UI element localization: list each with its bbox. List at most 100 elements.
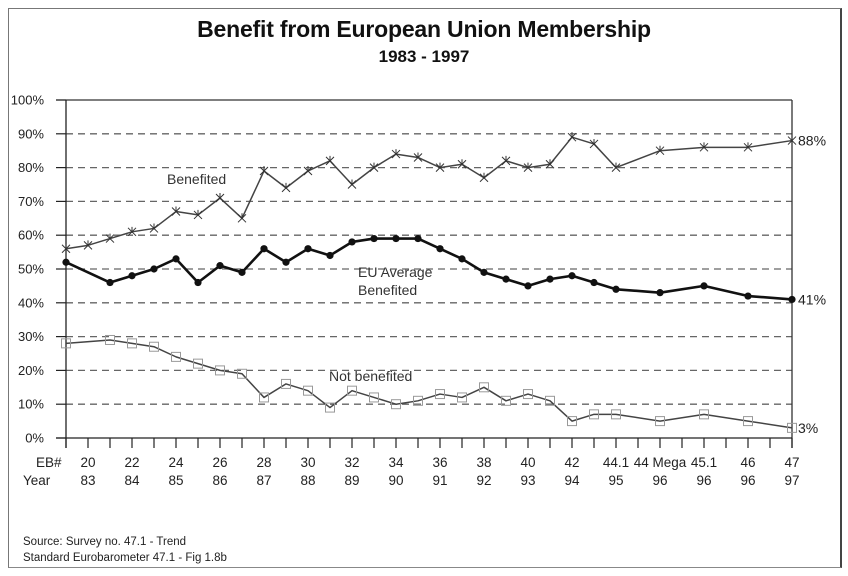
y-tick-label: 30% bbox=[18, 329, 44, 344]
data-point-dot bbox=[480, 268, 488, 276]
gridlines bbox=[66, 133, 792, 405]
x-tick-labels: EB# Year 20 83 22 84 24 85 26 86 28 87 30 88 32 89 34 90 3… bbox=[23, 455, 800, 488]
data-point-star bbox=[567, 132, 577, 142]
data-point-square bbox=[105, 334, 115, 345]
x-tick-label-eb: 26 bbox=[212, 455, 227, 470]
data-point-star bbox=[413, 152, 423, 162]
data-point-star bbox=[303, 165, 313, 176]
y-tick-label: 80% bbox=[18, 160, 44, 175]
x-tick-label-eb: 30 bbox=[300, 455, 315, 470]
data-point-star bbox=[743, 142, 753, 152]
data-point-square bbox=[369, 392, 379, 403]
end-value-label: 41% bbox=[798, 291, 826, 307]
source-line-2: Standard Eurobarometer 47.1 - Fig 1.8b bbox=[23, 552, 227, 564]
data-point-square bbox=[61, 338, 71, 349]
data-point-dot bbox=[304, 245, 312, 253]
x-tick-label-eb: 44 Mega bbox=[634, 455, 687, 470]
x-tick-label-year: 96 bbox=[740, 473, 755, 488]
x-tick-label-eb: 45.1 bbox=[691, 455, 717, 470]
data-point-dot bbox=[502, 275, 510, 283]
data-point-square bbox=[281, 378, 291, 389]
data-point-square bbox=[303, 385, 313, 396]
data-point-square bbox=[787, 422, 797, 433]
data-point-star bbox=[347, 179, 357, 189]
data-point-square bbox=[171, 351, 181, 362]
data-point-dot bbox=[172, 255, 180, 263]
annotation-eu-average-benefited: Benefited bbox=[358, 282, 417, 298]
x-tick-label-year: 84 bbox=[124, 473, 140, 488]
data-point-star bbox=[655, 145, 665, 156]
data-point-dot bbox=[260, 245, 268, 253]
x-tick-label-eb: 20 bbox=[80, 455, 95, 470]
series-group bbox=[61, 132, 797, 433]
data-point-square bbox=[413, 395, 423, 406]
x-tick-label-eb: 36 bbox=[432, 455, 447, 470]
data-point-star bbox=[105, 233, 115, 243]
x-tick-label-eb: 42 bbox=[564, 455, 579, 470]
end-value-label: 3% bbox=[798, 420, 818, 436]
data-point-square bbox=[523, 389, 533, 400]
data-point-dot bbox=[436, 245, 444, 253]
data-point-dot bbox=[656, 289, 664, 297]
source-line-1: Source: Survey no. 47.1 - Trend bbox=[23, 536, 187, 548]
annotation-eu-average: EU Average bbox=[358, 264, 433, 280]
data-point-square bbox=[149, 341, 159, 352]
x-tick-label-eb: 24 bbox=[168, 455, 184, 470]
x-row-label-eb: EB# bbox=[36, 455, 62, 470]
x-tick-label-year: 86 bbox=[212, 473, 227, 488]
series-benefited bbox=[61, 132, 797, 254]
data-point-dot bbox=[282, 258, 290, 266]
data-point-dot bbox=[128, 272, 136, 280]
data-point-star bbox=[479, 172, 489, 183]
x-tick-label-eb: 38 bbox=[476, 455, 491, 470]
x-tick-label-eb: 28 bbox=[256, 455, 271, 470]
axes bbox=[56, 99, 793, 448]
data-point-dot bbox=[744, 292, 752, 300]
data-point-square bbox=[501, 395, 511, 406]
x-tick-label-eb: 34 bbox=[388, 455, 404, 470]
data-point-dot bbox=[788, 295, 796, 304]
data-point-square bbox=[127, 338, 137, 349]
x-row-label-year: Year bbox=[23, 473, 51, 488]
data-point-dot bbox=[700, 282, 708, 290]
x-tick-label-eb: 46 bbox=[740, 455, 755, 470]
data-point-square bbox=[655, 416, 665, 427]
x-tick-label-year: 97 bbox=[784, 473, 799, 488]
data-point-dot bbox=[216, 262, 224, 270]
y-tick-label: 20% bbox=[18, 363, 44, 378]
x-tick-label-year: 91 bbox=[432, 473, 447, 488]
data-point-star bbox=[193, 209, 203, 220]
series-line bbox=[65, 339, 793, 429]
y-tick-label: 60% bbox=[18, 228, 44, 243]
x-tick-label-year: 94 bbox=[564, 473, 580, 488]
series-not-benefited bbox=[61, 334, 797, 433]
data-point-dot bbox=[590, 278, 598, 287]
x-tick-label-eb: 47 bbox=[784, 455, 799, 470]
data-point-star bbox=[61, 243, 71, 254]
data-point-square bbox=[479, 382, 489, 393]
y-tick-label: 10% bbox=[18, 397, 44, 412]
data-point-star bbox=[369, 162, 379, 172]
data-point-dot bbox=[458, 255, 466, 263]
data-point-dot bbox=[568, 272, 576, 280]
data-point-square bbox=[193, 358, 203, 369]
annotation-not-benefited: Not benefited bbox=[329, 368, 412, 384]
x-tick-label-year: 89 bbox=[344, 473, 359, 488]
chart-title: Benefit from European Union Membership bbox=[197, 16, 651, 42]
y-tick-label: 40% bbox=[18, 295, 44, 310]
data-point-star bbox=[215, 193, 225, 203]
x-tick-label-year: 93 bbox=[520, 473, 535, 488]
data-point-square bbox=[435, 389, 445, 400]
x-tick-label-eb: 22 bbox=[124, 455, 139, 470]
y-tick-label: 50% bbox=[18, 262, 44, 277]
data-point-star bbox=[523, 162, 533, 172]
data-point-dot bbox=[106, 278, 114, 287]
data-point-square bbox=[347, 385, 357, 396]
data-point-square bbox=[237, 368, 247, 379]
y-tick-label: 100% bbox=[11, 93, 45, 108]
x-tick-label-eb: 44.1 bbox=[603, 455, 629, 470]
data-point-square bbox=[699, 409, 709, 420]
x-tick-label-year: 92 bbox=[476, 473, 491, 488]
y-tick-labels: 0% 10% 20% 30% 40% 50% 60% 70% 80% 90% 100% bbox=[11, 93, 45, 446]
